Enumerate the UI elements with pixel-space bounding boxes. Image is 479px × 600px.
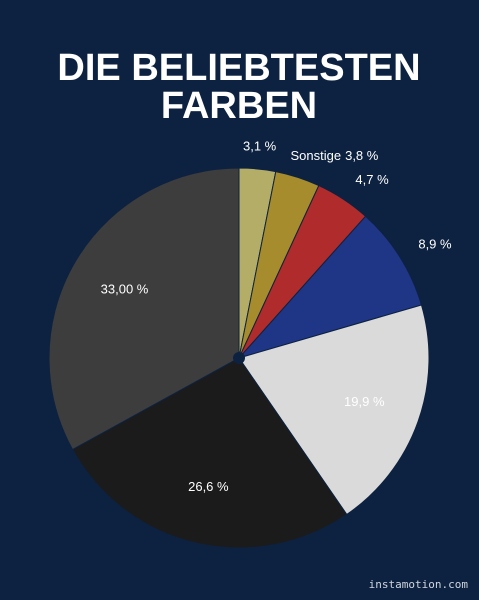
- value-label: 3,1 %: [243, 138, 277, 153]
- value-label: 8,9 %: [418, 236, 452, 251]
- pie-slice: [71, 357, 348, 549]
- value-label: 19,9 %: [344, 394, 385, 409]
- value-label: 4,7 %: [355, 172, 389, 187]
- value-label: 3,8 %: [345, 148, 379, 163]
- center-dot: [233, 352, 245, 364]
- pie-slice: [237, 215, 423, 359]
- value-label: 33,00 %: [101, 282, 149, 297]
- category-label: Sonstige: [291, 148, 342, 163]
- value-label: 26,6 %: [188, 479, 229, 494]
- pie-slice: [48, 167, 240, 451]
- chart-title: DIE BELIEBTESTEN: [57, 47, 420, 89]
- chart-title: FARBEN: [161, 85, 317, 127]
- pie-slice: [238, 304, 430, 516]
- source: instamotion.com: [369, 578, 469, 591]
